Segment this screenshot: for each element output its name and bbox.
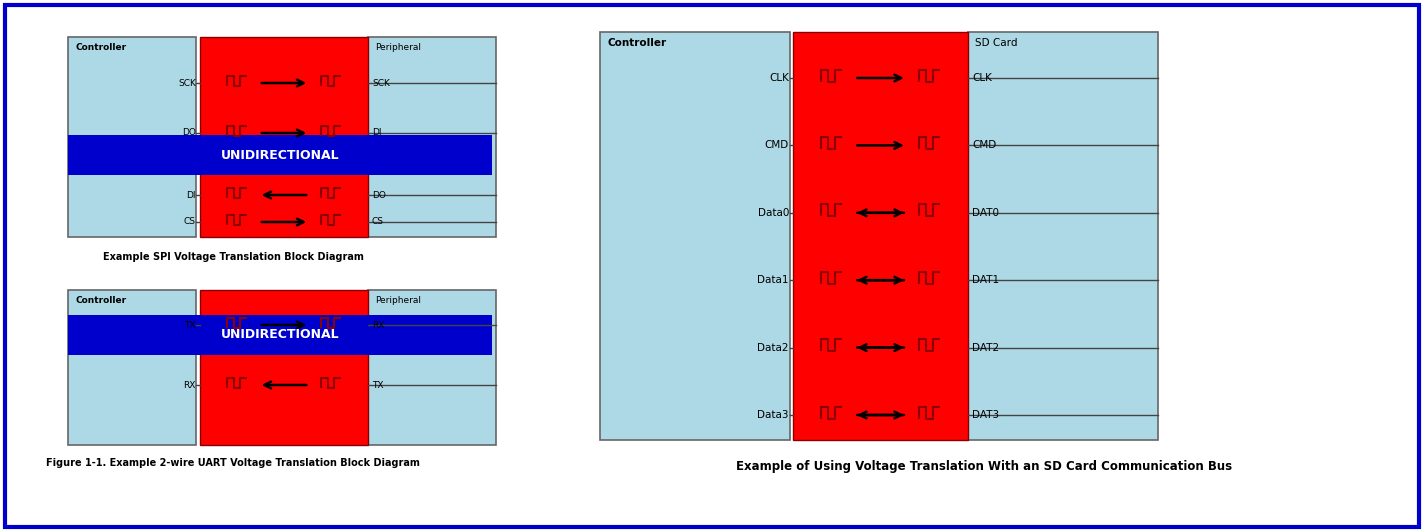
Text: Data2: Data2 bbox=[758, 343, 789, 353]
Text: SCK: SCK bbox=[372, 79, 390, 87]
Bar bbox=[68, 290, 197, 445]
Text: Controller: Controller bbox=[75, 296, 127, 305]
Bar bbox=[793, 32, 968, 440]
Bar bbox=[68, 135, 493, 175]
Text: Figure 1-1. Example 2-wire UART Voltage Translation Block Diagram: Figure 1-1. Example 2-wire UART Voltage … bbox=[46, 458, 420, 468]
Text: UNIDIRECTIONAL: UNIDIRECTIONAL bbox=[221, 328, 339, 342]
Bar bbox=[199, 37, 367, 237]
Text: DAT1: DAT1 bbox=[973, 275, 1000, 285]
Text: CMD: CMD bbox=[973, 140, 997, 151]
Text: RX: RX bbox=[372, 320, 384, 329]
Text: Controller: Controller bbox=[607, 38, 666, 48]
Text: DO: DO bbox=[372, 190, 386, 200]
Bar bbox=[199, 290, 367, 445]
Bar bbox=[367, 37, 496, 237]
Text: DAT2: DAT2 bbox=[973, 343, 1000, 353]
Bar bbox=[68, 37, 197, 237]
Text: DAT0: DAT0 bbox=[973, 208, 1000, 218]
Text: UNIDIRECTIONAL: UNIDIRECTIONAL bbox=[221, 148, 339, 162]
Text: Peripheral: Peripheral bbox=[375, 296, 422, 305]
Text: Data0: Data0 bbox=[758, 208, 789, 218]
Text: SCK: SCK bbox=[178, 79, 197, 87]
Text: CMD: CMD bbox=[765, 140, 789, 151]
Text: RX: RX bbox=[184, 380, 197, 389]
Text: CLK: CLK bbox=[973, 73, 993, 83]
Text: Data1: Data1 bbox=[758, 275, 789, 285]
Text: DI: DI bbox=[187, 190, 197, 200]
Text: Controller: Controller bbox=[75, 43, 127, 52]
Bar bbox=[68, 315, 493, 355]
Text: DAT3: DAT3 bbox=[973, 410, 1000, 420]
Text: CS: CS bbox=[372, 218, 384, 227]
Bar bbox=[600, 32, 790, 440]
Text: Example SPI Voltage Translation Block Diagram: Example SPI Voltage Translation Block Di… bbox=[103, 252, 363, 262]
Bar bbox=[367, 290, 496, 445]
Text: TX: TX bbox=[185, 320, 197, 329]
Text: Peripheral: Peripheral bbox=[375, 43, 422, 52]
Text: Data3: Data3 bbox=[758, 410, 789, 420]
Text: SD Card: SD Card bbox=[975, 38, 1018, 48]
Text: DO: DO bbox=[182, 129, 197, 137]
Text: CS: CS bbox=[184, 218, 197, 227]
Text: TX: TX bbox=[372, 380, 383, 389]
Text: DI: DI bbox=[372, 129, 382, 137]
Text: Example of Using Voltage Translation With an SD Card Communication Bus: Example of Using Voltage Translation Wit… bbox=[736, 460, 1232, 473]
Bar bbox=[968, 32, 1158, 440]
Text: CLK: CLK bbox=[769, 73, 789, 83]
